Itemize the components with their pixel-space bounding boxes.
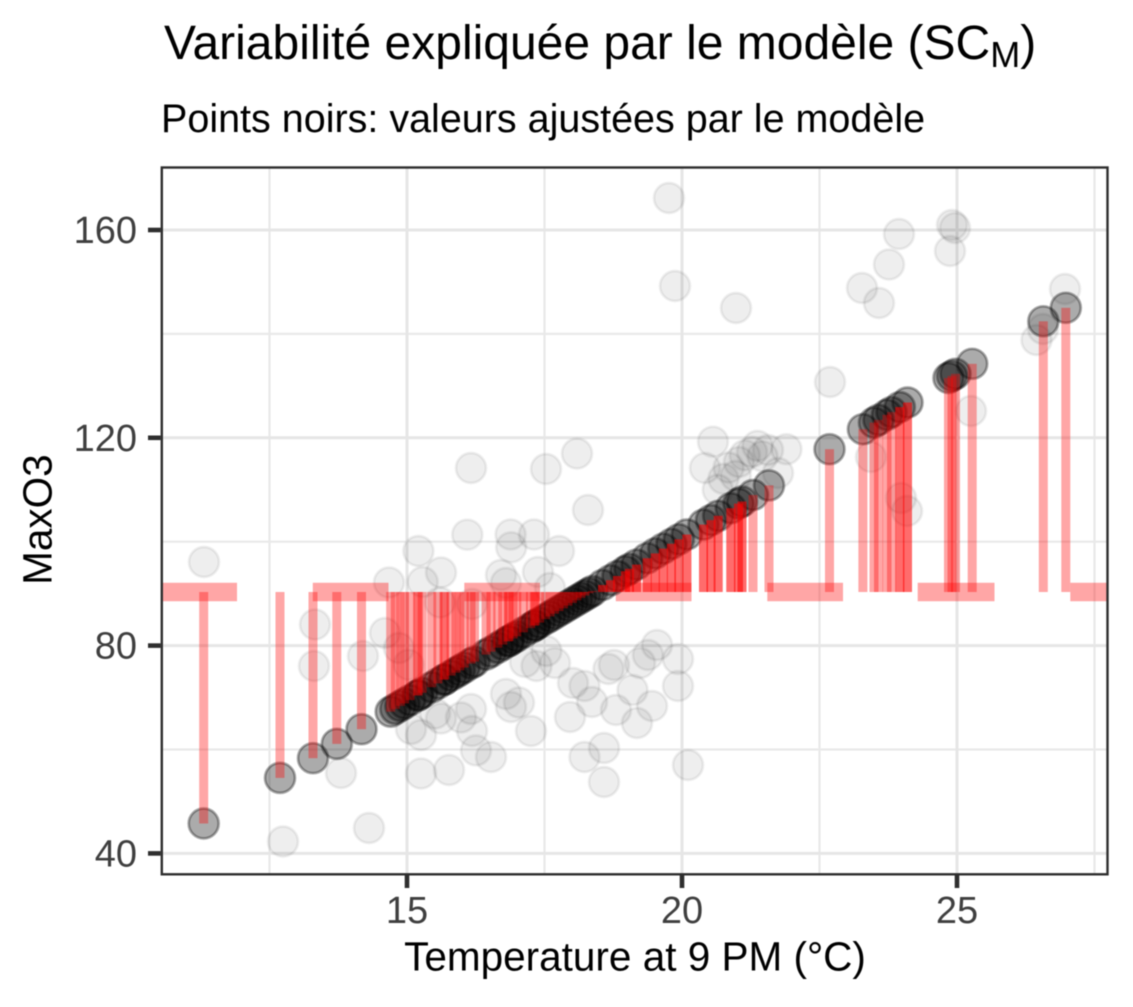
svg-text:25: 25 (936, 890, 978, 932)
svg-text:40: 40 (95, 834, 137, 876)
svg-text:MaxO3: MaxO3 (15, 454, 61, 585)
svg-text:80: 80 (95, 626, 137, 668)
svg-text:120: 120 (74, 418, 137, 460)
svg-text:160: 160 (74, 210, 137, 252)
svg-text:Points noirs: valeurs ajustées: Points noirs: valeurs ajustées par le mo… (161, 97, 925, 141)
svg-text:20: 20 (661, 890, 703, 932)
svg-text:Variabilité expliquée par le m: Variabilité expliquée par le modèle (SCM… (164, 17, 1036, 75)
svg-text:15: 15 (386, 890, 428, 932)
svg-text:Temperature at 9 PM (°C): Temperature at 9 PM (°C) (404, 934, 866, 980)
